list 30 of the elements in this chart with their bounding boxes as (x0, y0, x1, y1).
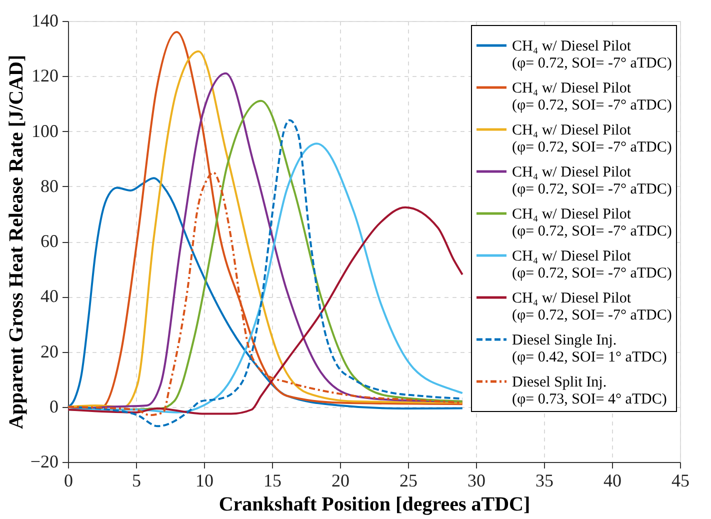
x-tick-label: 30 (468, 470, 486, 490)
x-tick-label: 45 (672, 470, 690, 490)
y-tick-label: 120 (32, 66, 58, 86)
y-tick-label: 40 (40, 286, 58, 306)
x-axis-title: Crankshaft Position [degrees aTDC] (218, 494, 530, 516)
legend-label: Diesel Single Inj. (φ= 0.42, SOI= 1° aTDC) (512, 332, 667, 366)
y-tick-label: 20 (40, 341, 58, 362)
legend-label: Diesel Split Inj. (φ= 0.73, SOI= 4° aTDC) (512, 374, 667, 408)
y-tick-label: 80 (40, 176, 58, 196)
legend-label: CH₄ w/ Diesel Pilot (φ= 0.72, SOI= -7° aTDC) (512, 206, 672, 240)
x-tick-label: 0 (64, 470, 73, 490)
x-tick-label: 25 (400, 470, 418, 490)
y-tick-label: 0 (50, 396, 58, 416)
x-tick-label: 40 (604, 470, 622, 490)
legend-label: CH₄ w/ Diesel Pilot (φ= 0.72, SOI= -7° aTDC) (512, 248, 672, 282)
x-tick-label: 35 (536, 470, 554, 490)
legend-label: CH₄ w/ Diesel Pilot (φ= 0.72, SOI= -7° aTDC) (512, 80, 672, 114)
y-tick-label: 60 (40, 231, 58, 251)
legend-label: CH₄ w/ Diesel Pilot (φ= 0.72, SOI= -7° aTDC) (512, 122, 672, 156)
legend-label: CH₄ w/ Diesel Pilot (φ= 0.72, SOI= -7° aTDC) (512, 38, 672, 72)
x-tick-label: 15 (264, 470, 282, 490)
x-tick-label: 20 (332, 470, 350, 490)
y-axis-title: Apparent Gross Heat Release Rate [J/CAD] (5, 54, 28, 430)
legend-label: CH₄ w/ Diesel Pilot (φ= 0.72, SOI= -7° aTDC) (512, 290, 672, 324)
legend-label: CH₄ w/ Diesel Pilot (φ= 0.72, SOI= -7° aTDC) (512, 164, 672, 198)
y-tick-label: 140 (32, 10, 58, 30)
y-tick-label: −20 (30, 452, 58, 472)
x-tick-label: 10 (196, 470, 214, 490)
x-tick-label: 5 (132, 470, 141, 490)
y-tick-label: 100 (32, 120, 58, 141)
